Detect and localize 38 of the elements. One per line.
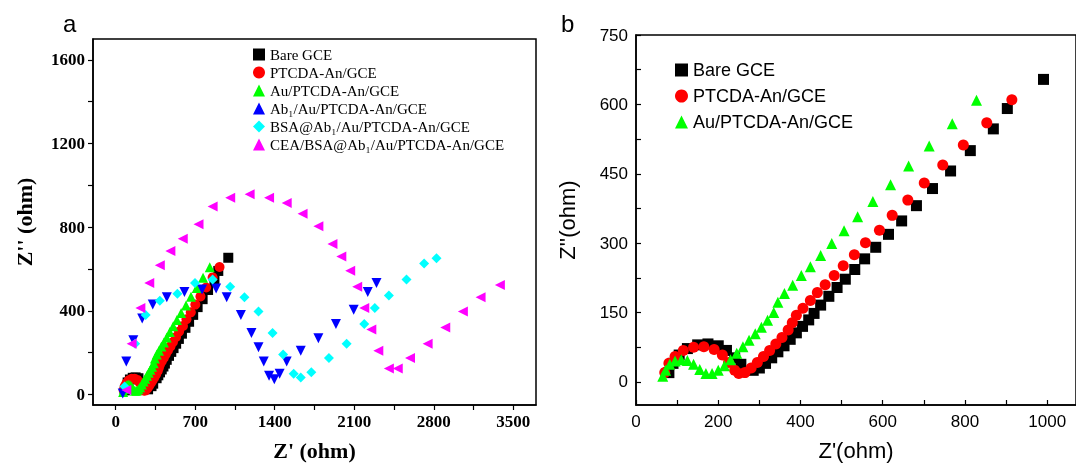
- legend-label: PTCDA-An/GCE: [270, 64, 377, 81]
- x-tick-label: 600: [868, 412, 897, 431]
- y-tick-label: 0: [618, 372, 628, 392]
- x-tick-label: 3500: [496, 412, 531, 431]
- legend-label: Ab₁/Au/PTCDA-An/GCE: [270, 100, 427, 117]
- x-tick-label: 800: [950, 412, 980, 431]
- x-tick-label: 400: [786, 412, 815, 431]
- y-tick-label: 450: [599, 164, 628, 184]
- x-axis-title: Z' (ohm): [273, 437, 356, 463]
- legend-label: Bare GCE: [270, 46, 333, 63]
- legend-label: Bare GCE: [693, 60, 776, 80]
- y-axis-title: Z'' (ohm): [11, 177, 37, 267]
- y-tick-label: 400: [59, 301, 85, 321]
- x-tick-label: 1000: [1028, 412, 1067, 431]
- chart-title: a: [63, 9, 77, 37]
- y-tick-label: 800: [59, 217, 85, 237]
- x-tick-label: 0: [631, 412, 641, 431]
- y-tick-label: 1600: [51, 50, 85, 70]
- y-tick-label: 1200: [51, 134, 85, 154]
- y-tick-label: 300: [599, 233, 628, 253]
- y-tick-label: 600: [599, 94, 628, 114]
- x-tick-label: 2800: [416, 412, 451, 431]
- legend-label: PTCDA-An/GCE: [693, 86, 827, 106]
- y-axis-title: Z''(ohm): [554, 180, 580, 260]
- x-tick-label: 2100: [337, 412, 372, 431]
- x-tick-label: 200: [704, 412, 733, 431]
- x-tick-label: 1400: [257, 412, 292, 431]
- legend-label: Au/PTCDA-An/GCE: [270, 82, 400, 99]
- x-tick-label: 700: [182, 412, 208, 431]
- y-tick-label: 150: [599, 303, 628, 322]
- legend-label: Au/PTCDA-An/GCE: [693, 112, 854, 132]
- legend-label: CEA/BSA@Ab₁/Au/PTCDA-An/GCE: [270, 136, 505, 153]
- chart-title: b: [561, 9, 575, 37]
- x-axis-title: Z'(ohm): [818, 437, 894, 463]
- x-tick-label: 0: [111, 412, 120, 431]
- y-tick-label: 0: [76, 385, 85, 405]
- legend-label: BSA@Ab₁/Au/PTCDA-An/GCE: [270, 118, 470, 135]
- y-tick-label: 750: [599, 25, 628, 45]
